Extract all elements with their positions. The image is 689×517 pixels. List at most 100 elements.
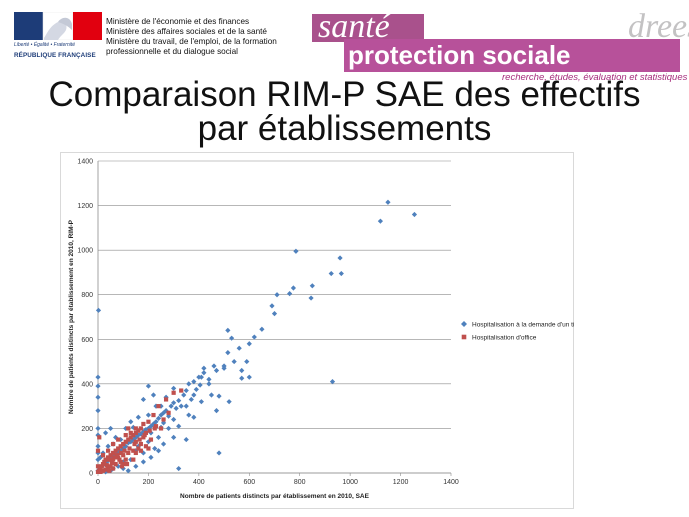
data-point-office	[105, 455, 111, 460]
data-point-tiers	[95, 374, 101, 380]
brand-drees-logo: drees	[628, 8, 689, 45]
data-point-tiers	[221, 363, 227, 369]
data-point-office	[111, 457, 116, 462]
data-point-tiers	[385, 199, 391, 205]
scatter-chart: 0 200 400 600 800 1000 1200 1400 0 200 400 600 800 10…	[68, 159, 574, 501]
data-point-office	[133, 426, 138, 431]
data-point-office	[138, 448, 143, 453]
data-point-office	[124, 461, 130, 467]
data-point-tiers	[150, 392, 157, 398]
x-tick-label: 400	[193, 479, 205, 486]
data-point-tiers	[178, 403, 184, 409]
data-point-tiers	[128, 419, 134, 425]
data-point-office	[111, 450, 116, 456]
x-axis-label: Nombre de patients distincts par établis…	[180, 493, 370, 500]
x-tick-label: 200	[143, 479, 155, 486]
data-point-tiers	[155, 448, 162, 454]
data-point-office	[113, 461, 118, 467]
data-point-tiers	[328, 270, 334, 277]
data-point-tiers	[337, 255, 343, 261]
data-point-tiers	[97, 454, 104, 460]
x-tick-label: 1200	[393, 479, 409, 486]
data-point-office	[133, 439, 138, 444]
data-point-office	[98, 469, 103, 474]
data-point-tiers	[135, 432, 141, 438]
data-point-tiers	[246, 341, 252, 347]
data-point-office	[179, 388, 184, 393]
data-point-tiers	[155, 415, 162, 421]
ministry-line: Ministère du travail, de l'emploi, de la…	[106, 37, 277, 46]
data-point-office	[128, 430, 133, 435]
data-point-tiers	[171, 416, 177, 423]
y-tick-label: 400	[81, 381, 93, 388]
brand-sante-block	[312, 14, 424, 42]
data-point-tiers	[140, 450, 146, 456]
data-point-tiers	[225, 327, 231, 333]
data-point-tiers	[246, 374, 252, 380]
data-point-office	[118, 459, 123, 464]
data-point-tiers	[158, 412, 164, 418]
data-point-tiers	[133, 463, 139, 469]
data-point-tiers	[274, 292, 280, 298]
data-point-office	[114, 453, 120, 458]
ministry-line: Ministère de l'économie et des finances	[106, 17, 250, 26]
data-point-office	[122, 448, 127, 453]
data-point-tiers	[244, 358, 250, 365]
data-point-tiers	[105, 443, 111, 449]
data-point-office	[138, 441, 143, 447]
slide-title-line-2: par établissements	[197, 109, 492, 148]
y-tick-label: 1000	[77, 248, 93, 255]
data-point-tiers	[259, 326, 265, 332]
data-point-tiers	[191, 379, 197, 385]
data-point-office	[126, 426, 131, 431]
y-tick-label: 800	[81, 292, 93, 299]
data-point-tiers	[176, 423, 182, 429]
data-point-office	[123, 457, 128, 462]
data-point-tiers	[145, 412, 152, 418]
data-point-tiers	[160, 420, 167, 426]
data-point-office	[141, 435, 146, 440]
data-point-tiers	[95, 307, 102, 313]
data-point-tiers	[168, 403, 174, 409]
chart-frame	[60, 152, 574, 509]
data-point-tiers	[102, 430, 109, 436]
data-point-tiers	[95, 425, 101, 432]
data-point-tiers	[309, 283, 315, 289]
drees-brand-banner: santé protection sociale drees recherche…	[312, 10, 689, 84]
data-point-office	[166, 410, 171, 415]
data-point-tiers	[153, 403, 159, 409]
data-point-tiers	[120, 459, 126, 465]
data-point-office	[116, 446, 121, 451]
data-point-tiers	[213, 367, 220, 374]
data-point-office	[148, 437, 154, 442]
data-point-office	[103, 467, 108, 472]
data-point-tiers	[123, 425, 129, 432]
data-point-office	[138, 426, 143, 431]
data-point-office	[137, 437, 142, 442]
data-point-office	[146, 446, 151, 451]
data-point-tiers	[145, 383, 152, 389]
brand-subtitle: recherche, études, évaluation et statist…	[502, 72, 688, 83]
data-point-tiers	[216, 393, 222, 399]
data-point-tiers	[95, 394, 101, 400]
data-point-tiers	[183, 387, 189, 394]
data-point-office	[143, 444, 149, 449]
data-point-tiers	[271, 311, 278, 317]
data-point-office	[105, 448, 111, 453]
data-point-office	[105, 466, 111, 471]
data-point-tiers	[115, 463, 121, 469]
ministry-line: Ministère des affaires sociales et de la…	[106, 27, 267, 36]
data-point-office	[143, 430, 149, 435]
data-point-office	[132, 441, 137, 447]
ministry-line: professionnelle et du dialogue social	[106, 47, 238, 56]
data-point-tiers	[197, 382, 203, 388]
ministry-logo: Liberté • Égalité • Fraternité RÉPUBLIQU…	[14, 12, 102, 62]
data-point-office	[147, 428, 152, 433]
data-point-office	[126, 437, 131, 442]
data-point-office	[109, 460, 114, 466]
data-point-tiers	[140, 459, 146, 465]
data-point-office	[136, 428, 141, 433]
data-point-tiers	[133, 434, 139, 440]
data-point-tiers	[148, 430, 154, 436]
marianne-flag-icon	[14, 12, 102, 40]
